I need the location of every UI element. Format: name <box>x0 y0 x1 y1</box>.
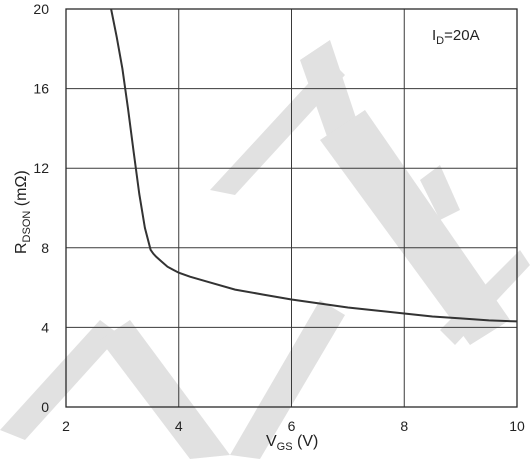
x-tick-label: 6 <box>288 418 296 434</box>
y-tick-label: 20 <box>33 1 49 17</box>
rdson-curve <box>110 8 518 323</box>
y-tick-label: 4 <box>41 319 49 335</box>
drain-current-annotation: ID=20A <box>432 27 480 47</box>
x-axis-title: VGS (V) <box>266 433 318 453</box>
x-tick-label: 4 <box>175 418 183 434</box>
x-tick-label: 10 <box>509 418 525 434</box>
y-axis-title: RDSON (mΩ) <box>13 170 33 254</box>
x-axis-title-unit: (V) <box>293 433 319 450</box>
annotation-symbol: I <box>432 27 436 44</box>
y-tick-labels: 0 4 8 12 16 20 <box>33 1 49 415</box>
x-tick-labels: 2 4 6 8 10 <box>62 418 525 434</box>
y-tick-label: 12 <box>33 160 49 176</box>
y-axis-title-unit: (mΩ) <box>13 170 30 210</box>
x-tick-label: 2 <box>62 418 70 434</box>
y-axis-title-symbol: R <box>13 242 30 254</box>
y-tick-label: 16 <box>33 81 49 97</box>
watermark <box>0 40 530 459</box>
y-axis-title-subscript: DSON <box>21 211 33 243</box>
x-tick-label: 8 <box>400 418 408 434</box>
y-tick-label: 0 <box>41 399 49 415</box>
y-tick-label: 8 <box>41 240 49 256</box>
x-axis-title-subscript: GS <box>277 441 293 453</box>
x-axis-title-symbol: V <box>266 433 277 450</box>
annotation-subscript: D <box>436 35 444 47</box>
plot-frame <box>65 8 518 408</box>
annotation-value: =20A <box>444 27 479 44</box>
